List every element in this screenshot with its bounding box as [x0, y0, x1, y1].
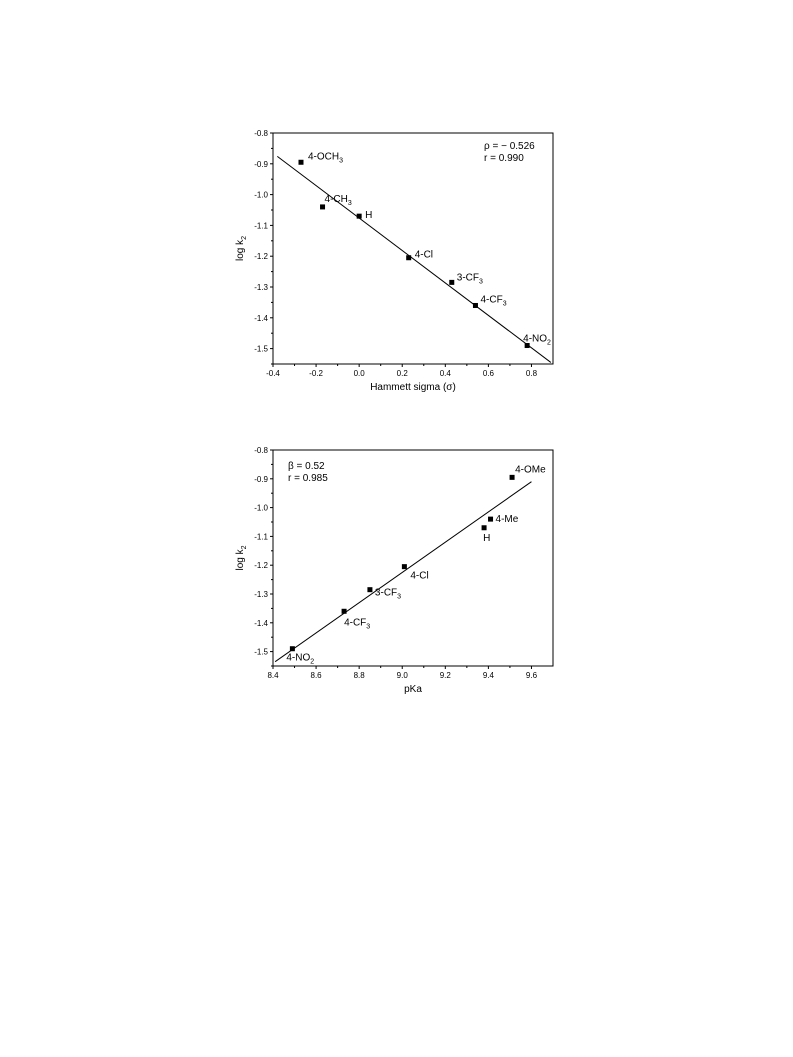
data-point-label: 4-NO2: [286, 653, 314, 666]
data-point-label: H: [483, 533, 490, 544]
fit-statistic: β = 0.52: [288, 461, 325, 472]
y-axis-title: log k2: [235, 545, 248, 570]
y-tick-label: -1.4: [254, 619, 268, 628]
data-point-label: 4-CH3: [325, 194, 352, 207]
x-tick-label: -0.2: [309, 369, 323, 378]
x-tick-label: 0.0: [354, 369, 366, 378]
plot-frame: [272, 132, 554, 365]
y-tick-label: -0.9: [254, 160, 268, 169]
fit-statistic: r = 0.990: [484, 153, 524, 164]
y-tick-label: -1.0: [254, 504, 268, 513]
y-tick-label: -1.2: [254, 561, 268, 570]
data-point-label: 3-CF3: [457, 272, 483, 285]
x-tick-label: -0.4: [266, 369, 280, 378]
x-tick-label: 9.0: [397, 671, 409, 680]
y-tick-label: -1.1: [254, 221, 268, 230]
data-point-label: 4-Me: [496, 514, 519, 525]
y-tick-label: -1.1: [254, 532, 268, 541]
data-point-label: 4-OMe: [515, 464, 546, 475]
y-tick-label: -1.3: [254, 283, 268, 292]
x-axis-title: Hammett sigma (σ): [370, 382, 456, 393]
data-point: [289, 646, 295, 652]
data-point: [449, 279, 455, 285]
x-tick-label: 0.8: [526, 369, 538, 378]
data-point: [320, 204, 326, 210]
x-tick-label: 8.4: [267, 671, 279, 680]
x-tick-label: 8.6: [311, 671, 323, 680]
x-tick-label: 9.2: [440, 671, 452, 680]
x-tick-label: 0.6: [483, 369, 495, 378]
data-point: [356, 213, 362, 219]
x-tick-label: 9.4: [483, 671, 495, 680]
data-point: [401, 564, 407, 570]
data-point-label: 4-OCH3: [308, 151, 343, 164]
regression-line: [277, 156, 552, 363]
data-point-label: 4-Cl: [410, 571, 428, 582]
x-tick-label: 0.2: [397, 369, 409, 378]
data-point-label: 4-Cl: [415, 250, 433, 261]
fit-statistic: ρ = − 0.526: [484, 141, 535, 152]
y-tick-label: -0.8: [254, 129, 268, 138]
y-tick-label: -1.5: [254, 345, 268, 354]
y-tick-label: -0.9: [254, 475, 268, 484]
data-point: [472, 302, 478, 308]
y-tick-label: -1.4: [254, 314, 268, 323]
x-tick-label: 8.8: [354, 671, 366, 680]
hammett-plot: -0.4 -0.2 0.0 0.2 0.4 0.6 0.8 -0.8 -0.9 -1.0 -1.1 -…: [235, 129, 554, 393]
data-point: [298, 159, 304, 165]
regression-line: [274, 481, 532, 663]
data-point: [509, 474, 515, 480]
y-tick-label: -1.0: [254, 191, 268, 200]
x-axis-title: pKa: [404, 684, 422, 695]
data-point: [524, 343, 530, 349]
y-tick-label: -1.3: [254, 590, 268, 599]
data-point: [406, 255, 412, 261]
data-point-label: 4-NO2: [523, 334, 551, 347]
x-tick-label: 9.6: [526, 671, 538, 680]
data-point-label: 4-CF3: [344, 617, 370, 630]
data-point-label: 4-CF3: [480, 294, 506, 307]
y-tick-label: -1.2: [254, 252, 268, 261]
data-point: [367, 587, 373, 593]
fit-statistic: r = 0.985: [288, 473, 328, 484]
data-point: [481, 525, 487, 531]
data-point: [341, 608, 347, 614]
data-point-label: H: [365, 210, 372, 221]
y-tick-label: -0.8: [254, 446, 268, 455]
data-point: [488, 516, 494, 522]
data-point-label: 3-CF3: [375, 588, 401, 601]
y-axis-title: log k2: [235, 236, 248, 261]
x-tick-label: 0.4: [440, 369, 452, 378]
plot-frame: [272, 449, 554, 667]
y-tick-label: -1.5: [254, 648, 268, 657]
